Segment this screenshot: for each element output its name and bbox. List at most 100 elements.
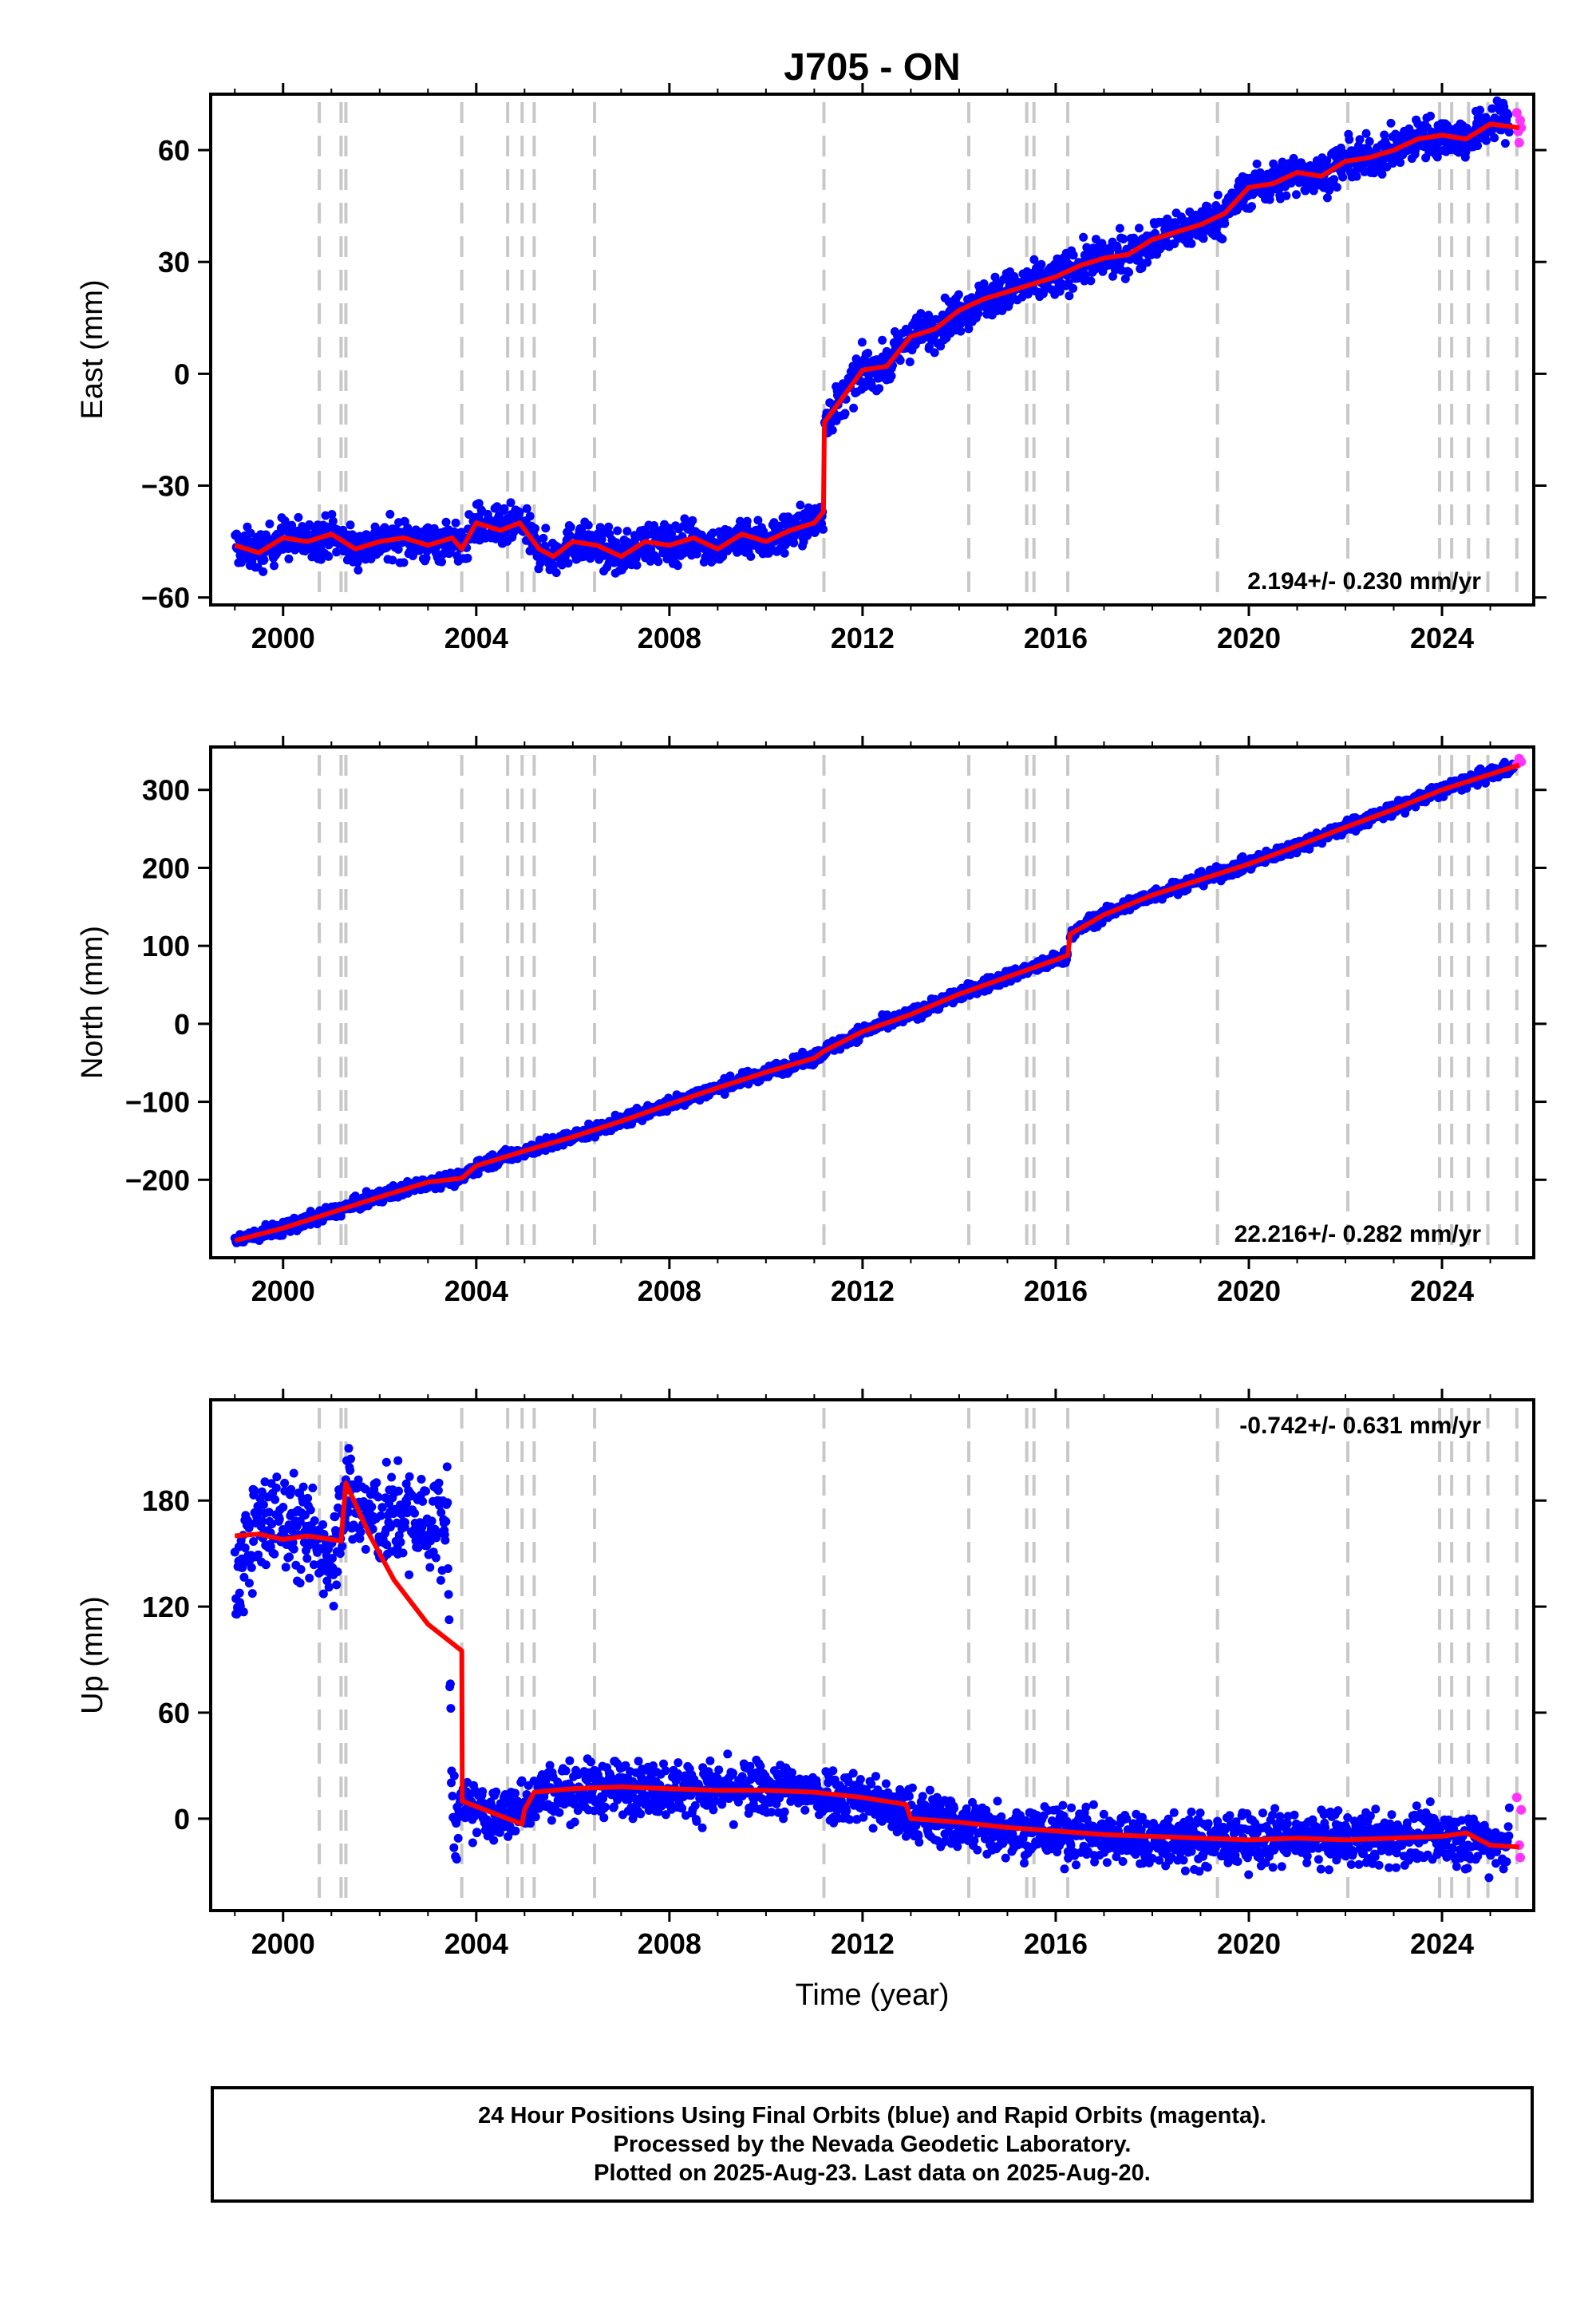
final-orbit-point [1289, 153, 1298, 163]
x-tick-label: 2012 [831, 1275, 895, 1307]
final-orbit-point [539, 533, 548, 543]
final-orbit-point [246, 528, 255, 538]
final-orbit-point [551, 568, 561, 578]
final-orbit-point [388, 555, 397, 565]
final-orbit-point [1487, 104, 1497, 113]
final-orbit-point [515, 508, 524, 517]
final-orbit-point [294, 512, 303, 522]
final-orbit-point [332, 547, 342, 557]
final-orbit-point [393, 544, 403, 554]
final-orbit-point [1476, 105, 1485, 115]
final-orbit-point [1309, 186, 1318, 196]
final-orbit-point [789, 538, 799, 547]
final-orbit-point [1143, 258, 1152, 267]
final-orbit-point [1355, 135, 1365, 144]
final-orbit-point [525, 512, 535, 521]
final-orbit-point [1124, 267, 1133, 277]
final-orbit-point [474, 499, 484, 508]
final-orbit-point [1029, 255, 1039, 264]
final-orbit-point [742, 516, 752, 526]
final-orbit-point [1115, 223, 1124, 233]
rapid-orbit-point [1515, 115, 1526, 125]
final-orbit-point [857, 338, 867, 347]
final-orbit-point [746, 551, 756, 561]
final-orbit-point [1365, 136, 1374, 146]
rapid-orbit-point [1514, 137, 1524, 148]
y-tick-label: −60 [141, 582, 190, 615]
y-tick-label: 100 [142, 930, 190, 962]
final-orbit-point [1413, 119, 1423, 128]
x-tick-label: 2016 [1024, 622, 1088, 654]
final-orbit-point [650, 521, 659, 530]
final-orbit-point [565, 531, 575, 540]
final-orbit-point [1332, 183, 1341, 192]
final-orbit-point [284, 554, 294, 563]
plot-area [231, 96, 1527, 578]
final-orbit-point [1120, 274, 1130, 283]
final-orbit-point [780, 548, 789, 558]
final-orbit-point [270, 561, 279, 571]
final-orbit-point [895, 356, 905, 366]
x-tick-label: 2000 [251, 1275, 315, 1307]
final-orbit-point [1213, 190, 1223, 200]
final-orbit-point [1119, 235, 1128, 243]
x-tick-label: 2008 [638, 622, 701, 654]
final-orbit-point [506, 498, 516, 508]
final-orbit-point [964, 324, 974, 334]
x-tick-label: 2020 [1217, 622, 1281, 654]
final-orbit-point [1462, 784, 1472, 793]
final-orbit-point [875, 384, 884, 393]
final-orbit-point [1082, 243, 1092, 252]
chart-title: J705 - ON [784, 46, 960, 89]
final-orbit-point [1386, 118, 1396, 128]
final-orbit-point [324, 551, 334, 561]
final-orbit-point [930, 348, 939, 358]
final-orbit-point [878, 335, 887, 345]
plot-frame [209, 745, 1535, 1259]
final-orbit-point [441, 517, 451, 527]
final-orbit-point [1473, 141, 1483, 151]
final-orbit-point [1377, 169, 1387, 179]
final-orbit-point [492, 502, 502, 512]
final-orbit-point [796, 500, 805, 510]
final-orbit-point [733, 547, 742, 557]
final-orbit-point [632, 560, 642, 570]
x-tick-label: 2024 [1410, 1275, 1474, 1307]
x-tick-label: 2000 [251, 622, 315, 654]
final-orbit-point [1426, 111, 1435, 121]
final-orbit-point [1361, 128, 1371, 138]
final-orbit-point [1396, 158, 1405, 168]
final-orbit-point [736, 516, 745, 526]
final-orbit-point [1490, 133, 1499, 143]
final-orbit-point [828, 425, 837, 435]
x-tick-label: 2004 [444, 622, 508, 654]
y-tick-label: 0 [174, 358, 190, 390]
final-orbit-point [1187, 239, 1196, 248]
final-orbit-point [654, 557, 663, 567]
x-tick-label: 2012 [831, 622, 895, 654]
final-orbit-point [563, 559, 573, 568]
final-orbit-point [924, 342, 934, 352]
final-orbit-point [1503, 110, 1513, 120]
plot-area [230, 753, 1527, 1247]
final-orbit-point [354, 565, 363, 575]
final-orbit-point [237, 558, 246, 567]
y-tick-label: 60 [158, 134, 190, 167]
rate-annotation: 2.194+/- 0.230 mm/yr [1247, 568, 1481, 595]
final-orbit-point [613, 526, 622, 536]
final-orbit-point [328, 516, 338, 526]
final-orbit-point [718, 552, 728, 561]
final-orbit-point [1086, 276, 1096, 286]
final-orbit-point [1504, 128, 1514, 137]
final-orbit-point [1137, 263, 1147, 273]
x-tick-label: 2008 [638, 1275, 701, 1307]
final-orbit-point [1345, 135, 1354, 144]
y-tick-label: −30 [141, 470, 190, 503]
final-orbit-point [954, 290, 963, 299]
final-orbit-point [1269, 159, 1278, 168]
final-orbit-point [1199, 234, 1208, 243]
final-orbit-point [688, 516, 697, 525]
final-orbit-point [723, 546, 733, 555]
final-orbit-point [346, 520, 355, 530]
